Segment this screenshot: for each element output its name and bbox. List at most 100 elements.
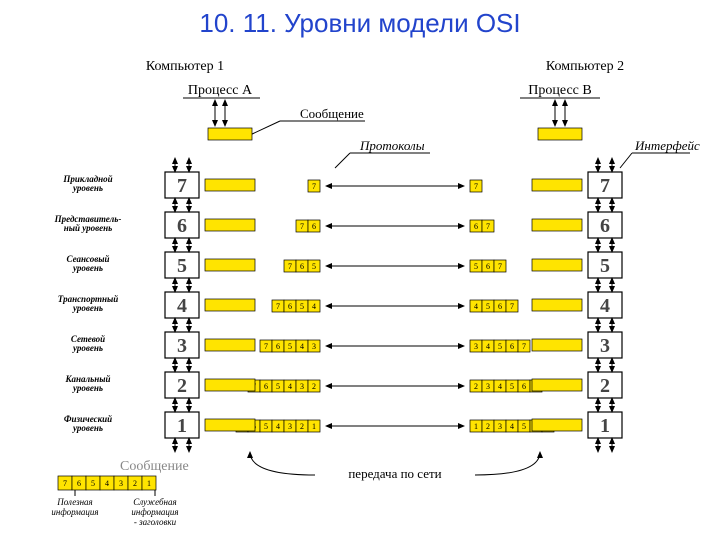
- footer-right-2: информация: [131, 507, 178, 517]
- svg-text:4: 4: [312, 302, 316, 311]
- yellow-r-7: [532, 179, 582, 191]
- yellow-r-2: [532, 379, 582, 391]
- level-num-right-3: 3: [600, 335, 610, 357]
- level-num-left-2: 2: [177, 375, 187, 397]
- level-num-left-6: 6: [177, 215, 187, 237]
- svg-text:5: 5: [300, 302, 304, 311]
- svg-text:7: 7: [63, 479, 67, 488]
- yellow-l-2: [205, 379, 255, 391]
- level-label-3-1: уровень: [72, 343, 103, 353]
- level-num-right-6: 6: [600, 215, 610, 237]
- svg-text:5: 5: [510, 382, 514, 391]
- svg-text:7: 7: [498, 262, 502, 271]
- yellow-r-4: [532, 299, 582, 311]
- svg-text:7: 7: [486, 222, 490, 231]
- yellow-l-3: [205, 339, 255, 351]
- yellow-l-5: [205, 259, 255, 271]
- svg-text:4: 4: [510, 422, 514, 431]
- yellow-l-6: [205, 219, 255, 231]
- level-label-1-1: уровень: [72, 423, 103, 433]
- processA-label: Процесс А: [188, 83, 253, 98]
- computer1-label: Компьютер 1: [146, 59, 224, 74]
- svg-text:2: 2: [474, 382, 478, 391]
- svg-text:6: 6: [498, 302, 502, 311]
- svg-text:7: 7: [276, 302, 280, 311]
- svg-text:4: 4: [300, 342, 304, 351]
- yellow-r-1: [532, 419, 582, 431]
- svg-text:6: 6: [288, 302, 292, 311]
- svg-text:5: 5: [522, 422, 526, 431]
- svg-text:5: 5: [486, 302, 490, 311]
- level-label-5-1: уровень: [72, 263, 103, 273]
- footer-msg-label: Сообщение: [120, 459, 189, 474]
- interfaces-label: Интерфейсы: [634, 138, 700, 153]
- svg-text:6: 6: [77, 479, 81, 488]
- svg-text:2: 2: [486, 422, 490, 431]
- svg-text:3: 3: [312, 342, 316, 351]
- svg-text:1: 1: [312, 422, 316, 431]
- level-num-right-1: 1: [600, 415, 610, 437]
- svg-text:6: 6: [510, 342, 514, 351]
- svg-text:4: 4: [486, 342, 490, 351]
- level-num-right-5: 5: [600, 255, 610, 277]
- svg-text:6: 6: [276, 342, 280, 351]
- yellow-l-4: [205, 299, 255, 311]
- protocols-label: Протоколы: [359, 138, 425, 153]
- svg-text:5: 5: [264, 422, 268, 431]
- computer2-label: Компьютер 2: [546, 59, 624, 74]
- level-num-left-1: 1: [177, 415, 187, 437]
- level-num-right-4: 4: [600, 295, 610, 317]
- level-label-4-1: уровень: [72, 303, 103, 313]
- svg-text:6: 6: [486, 262, 490, 271]
- svg-text:7: 7: [288, 262, 292, 271]
- svg-text:2: 2: [312, 382, 316, 391]
- svg-text:3: 3: [119, 479, 123, 488]
- yellow-r-5: [532, 259, 582, 271]
- svg-text:2: 2: [133, 479, 137, 488]
- svg-text:5: 5: [91, 479, 95, 488]
- footer-left-1: Полезная: [56, 497, 92, 507]
- footer-packet: 7654321: [58, 476, 156, 490]
- yellow-l-1: [205, 419, 255, 431]
- level-num-left-4: 4: [177, 295, 187, 317]
- svg-text:5: 5: [276, 382, 280, 391]
- svg-text:7: 7: [300, 222, 304, 231]
- svg-text:6: 6: [312, 222, 316, 231]
- svg-text:7: 7: [264, 342, 268, 351]
- msg-box-left: [208, 128, 252, 140]
- svg-text:5: 5: [498, 342, 502, 351]
- level-num-right-2: 2: [600, 375, 610, 397]
- svg-text:4: 4: [288, 382, 292, 391]
- message-label: Сообщение: [300, 106, 364, 121]
- msg-box-right: [538, 128, 582, 140]
- svg-text:6: 6: [300, 262, 304, 271]
- svg-text:2: 2: [300, 422, 304, 431]
- svg-text:5: 5: [474, 262, 478, 271]
- level-num-left-5: 5: [177, 255, 187, 277]
- svg-text:5: 5: [288, 342, 292, 351]
- svg-text:4: 4: [474, 302, 478, 311]
- svg-text:3: 3: [288, 422, 292, 431]
- yellow-r-6: [532, 219, 582, 231]
- yellow-r-3: [532, 339, 582, 351]
- svg-text:4: 4: [498, 382, 502, 391]
- footer-left-2: информация: [51, 507, 98, 517]
- svg-text:5: 5: [312, 262, 316, 271]
- svg-text:3: 3: [474, 342, 478, 351]
- level-num-right-7: 7: [600, 175, 610, 197]
- footer-right-3: - заголовки: [134, 517, 177, 527]
- svg-text:6: 6: [264, 382, 268, 391]
- svg-text:6: 6: [474, 222, 478, 231]
- svg-text:7: 7: [522, 342, 526, 351]
- osi-diagram: Компьютер 1 Компьютер 2 Процесс А Процес…: [20, 40, 700, 540]
- level-num-left-3: 3: [177, 335, 187, 357]
- page-title: 10. 11. Уровни модели OSI: [0, 0, 720, 39]
- svg-text:7: 7: [312, 182, 316, 191]
- footer-right-1: Служебная: [133, 497, 176, 507]
- svg-text:4: 4: [105, 479, 109, 488]
- svg-text:3: 3: [300, 382, 304, 391]
- level-label-2-1: уровень: [72, 383, 103, 393]
- yellow-l-7: [205, 179, 255, 191]
- transmit-label: передача по сети: [348, 466, 441, 481]
- processB-label: Процесс В: [528, 83, 591, 98]
